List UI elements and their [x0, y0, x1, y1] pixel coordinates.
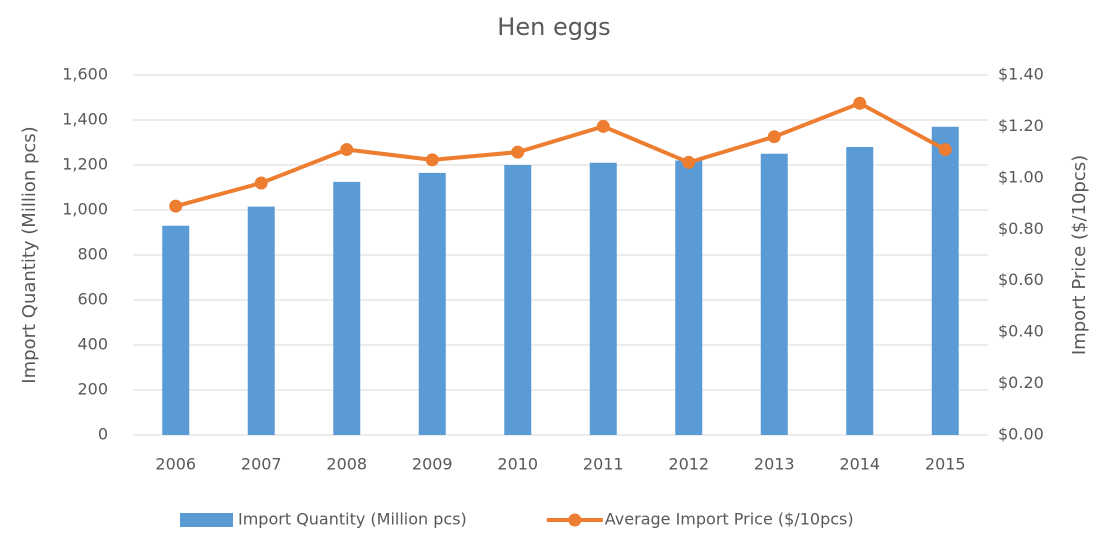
x-tick-label: 2013	[754, 455, 795, 474]
x-tick-label: 2015	[925, 455, 966, 474]
marker	[767, 130, 781, 144]
marker	[511, 145, 525, 159]
y2-tick-label: $0.40	[998, 322, 1044, 341]
marker	[169, 199, 183, 213]
x-tick-label: 2011	[583, 455, 624, 474]
y-tick-label: 200	[77, 380, 108, 399]
bar	[760, 153, 788, 435]
y2-tick-label: $1.40	[998, 65, 1044, 84]
x-tick-label: 2008	[326, 455, 367, 474]
bar	[504, 165, 532, 435]
marker	[938, 143, 952, 157]
bar	[846, 147, 874, 435]
x-tick-label: 2007	[241, 455, 282, 474]
marker	[682, 155, 696, 169]
y-tick-label: 1,000	[62, 200, 108, 219]
bar	[247, 206, 275, 435]
bar	[589, 162, 617, 435]
y-tick-label: 1,200	[62, 155, 108, 174]
x-tick-label: 2009	[412, 455, 453, 474]
y2-tick-label: $1.00	[998, 167, 1044, 186]
y2-tick-label: $0.20	[998, 373, 1044, 392]
bar	[162, 225, 190, 435]
x-tick-label: 2006	[155, 455, 196, 474]
y2-tick-label: $1.20	[998, 116, 1044, 135]
y-tick-label: 0	[98, 425, 108, 444]
marker	[596, 119, 610, 133]
legend-swatch	[180, 513, 233, 527]
bar	[418, 172, 446, 435]
x-tick-label: 2010	[497, 455, 538, 474]
bar	[675, 160, 703, 435]
y-axis-title: Import Quantity (Million pcs)	[19, 126, 40, 383]
y-tick-label: 1,600	[62, 65, 108, 84]
line	[175, 101, 947, 209]
chart-title: Hen eggs	[497, 13, 610, 41]
y2-tick-label: $0.00	[998, 425, 1044, 444]
bar	[333, 181, 361, 435]
x-tick-label: 2014	[839, 455, 880, 474]
y-tick-label: 400	[77, 335, 108, 354]
y2-tick-label: $0.80	[998, 219, 1044, 238]
y2-axis-title: Import Price ($/10pcs)	[1069, 155, 1090, 355]
x-tick-label: 2012	[668, 455, 709, 474]
marker	[853, 96, 867, 110]
y2-tick-label: $0.60	[998, 270, 1044, 289]
y-tick-label: 1,400	[62, 110, 108, 129]
legend-marker	[568, 513, 582, 527]
y-tick-label: 600	[77, 290, 108, 309]
legend-label: Average Import Price ($/10pcs)	[605, 510, 854, 529]
bar	[931, 126, 959, 435]
legend-label: Import Quantity (Million pcs)	[238, 510, 467, 529]
y-tick-label: 800	[77, 245, 108, 264]
marker	[340, 143, 354, 157]
marker	[254, 176, 268, 190]
marker	[425, 153, 439, 167]
